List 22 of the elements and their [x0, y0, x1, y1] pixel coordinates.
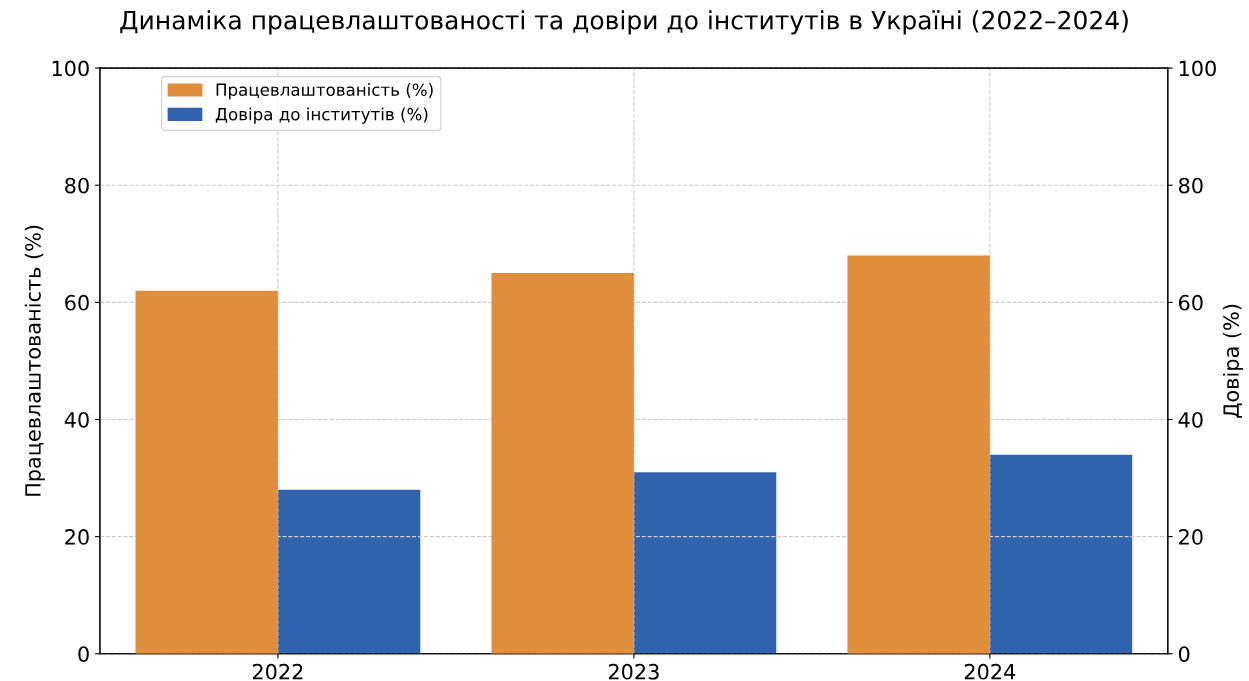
y-tick-label: 20: [65, 529, 89, 545]
y-tick-label: 80: [65, 177, 89, 194]
y-axis-title: Працевлаштованість (%): [24, 225, 45, 496]
y2-tick-label: 60: [1178, 294, 1203, 311]
y2-tick-label: 20: [1179, 529, 1203, 545]
y-tick-label: 100: [52, 60, 89, 77]
legend-label: Довіра до інститутів (%): [215, 107, 428, 124]
legend-label: Працевлаштованість (%): [216, 83, 433, 100]
y2-tick-label: 80: [1178, 177, 1203, 194]
y2-tick-label: 100: [1179, 60, 1216, 77]
y-tick-label: 0: [78, 646, 89, 662]
chart-title: Динаміка працевлаштованості та довіри до інститутів в Україні (2022–2024): [120, 10, 1128, 35]
y2-tick-label: 40: [1178, 411, 1203, 428]
y2-tick-label: 0: [1178, 646, 1190, 662]
bar: [135, 290, 278, 654]
x-tick-label: 2024: [964, 663, 1016, 680]
y2-axis-title: Довіра (%): [1222, 304, 1244, 418]
x-tick-label: 2022: [252, 663, 303, 680]
y-tick-label: 60: [65, 294, 89, 311]
x-tick-label: 2023: [608, 663, 659, 680]
bar: [491, 273, 634, 654]
y-tick-label: 40: [64, 411, 89, 428]
